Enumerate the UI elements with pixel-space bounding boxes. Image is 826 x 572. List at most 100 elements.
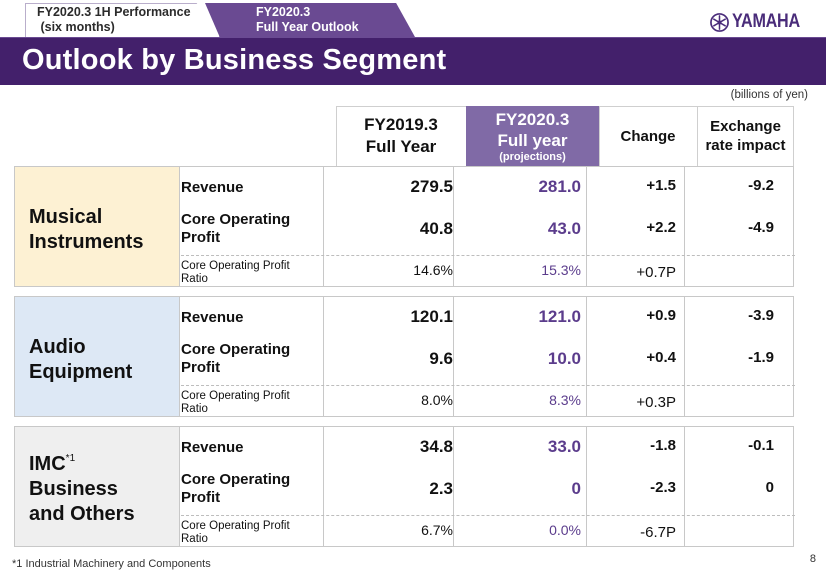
column-divider — [453, 427, 454, 546]
value-ratio-col3: +0.3P — [636, 394, 676, 411]
segment-name: Audio Equipment — [29, 329, 132, 385]
units-note: (billions of yen) — [730, 89, 808, 101]
row-label-text: Profit — [181, 359, 221, 376]
tab-1h-performance-label: FY2020.3 1H Performance (six months) — [37, 5, 191, 35]
row-label-profit-ratio: Core Operating Profit Ratio — [181, 260, 290, 286]
logo-wordmark: YAMAHA — [732, 11, 800, 32]
column-divider — [586, 427, 587, 546]
row-label-text: Revenue — [181, 309, 244, 326]
column-header-change: Change — [599, 106, 697, 166]
value-revenue-col2: 121.0 — [538, 307, 581, 326]
value-revenue-col4: -3.9 — [748, 307, 774, 324]
header-line: Full Year — [365, 137, 437, 156]
header-line: Change — [620, 127, 676, 145]
footnote-marker: *1 — [65, 453, 76, 464]
page-number: 8 — [809, 553, 816, 565]
row-label-text: Profit — [181, 229, 221, 246]
dashed-separator — [181, 255, 795, 256]
segment-name-line: Musical — [29, 205, 103, 228]
row-label-text: Core Operating Profit — [181, 260, 290, 272]
header-subline: (projections) — [499, 150, 566, 163]
row-label-text: Ratio — [181, 273, 208, 285]
tab-1h-performance[interactable] — [25, 3, 220, 37]
value-ratio-col1: 6.7% — [421, 522, 453, 538]
footnote: *1 Industrial Machinery and Components — [12, 558, 211, 570]
segment-name: IMC*1 Business and Others — [29, 446, 135, 527]
column-divider — [586, 297, 587, 416]
column-divider — [323, 167, 324, 286]
row-label-text: Core Operating — [181, 211, 291, 228]
column-divider — [684, 427, 685, 546]
column-divider — [684, 297, 685, 416]
row-label-text: Core Operating Profit — [181, 390, 290, 402]
segment-name-line: Business — [29, 478, 118, 500]
column-divider — [586, 167, 587, 286]
value-cop-col1: 9.6 — [429, 349, 453, 368]
value-ratio-col2: 0.0% — [549, 522, 581, 538]
value-revenue-col2: 281.0 — [538, 177, 581, 196]
segment-name-line: IMC — [29, 453, 66, 475]
value-cop-col1: 40.8 — [419, 219, 453, 238]
value-revenue-col4: -9.2 — [748, 177, 774, 194]
column-header-fy2019: FY2019.3 Full Year — [336, 106, 466, 166]
value-revenue-col3: +1.5 — [646, 177, 676, 194]
value-ratio-col2: 8.3% — [549, 392, 581, 408]
value-cop-col3: +0.4 — [646, 349, 676, 366]
value-ratio-col3: -6.7P — [640, 524, 676, 541]
title-bar: Outlook by Business Segment — [0, 37, 826, 85]
row-label-core-operating-profit: Core Operating Profit — [181, 211, 290, 247]
value-cop-col2: 10.0 — [547, 349, 581, 368]
segment-name-line: Instruments — [29, 230, 144, 253]
segment-block: Audio Equipment Revenue Core Operating Pro… — [14, 296, 795, 417]
row-label-text: Revenue — [181, 179, 244, 196]
header-line: FY2020.3 — [495, 109, 570, 129]
segment-name-line: and Others — [29, 503, 135, 525]
header-line: Exchange — [710, 118, 781, 135]
header-line: Full year — [497, 130, 568, 150]
value-cop-col4: -4.9 — [748, 219, 774, 236]
row-label-text: Core Operating — [181, 341, 291, 358]
tuning-forks-emblem-icon — [710, 12, 729, 32]
column-divider — [323, 297, 324, 416]
value-cop-col4: 0 — [765, 479, 774, 496]
value-cop-col1: 2.3 — [429, 479, 453, 498]
row-label-core-operating-profit: Core Operating Profit — [181, 471, 290, 507]
segment-name-cell: Audio Equipment — [15, 297, 180, 416]
value-revenue-col1: 120.1 — [410, 307, 453, 326]
column-header-exchange-impact: Exchange rate impact — [697, 106, 794, 166]
yamaha-logo: YAMAHA — [710, 11, 812, 33]
row-label-profit-ratio: Core Operating Profit Ratio — [181, 390, 290, 416]
segment-name-cell: IMC*1 Business and Others — [15, 427, 180, 546]
value-revenue-col3: -1.8 — [650, 437, 676, 454]
tab-label-line: FY2020.3 — [256, 5, 311, 19]
column-divider — [453, 297, 454, 416]
value-ratio-col2: 15.3% — [541, 262, 581, 278]
row-label-revenue: Revenue — [181, 439, 244, 457]
row-label-text: Revenue — [181, 439, 244, 456]
value-ratio-col1: 14.6% — [413, 262, 453, 278]
header-line: FY2019.3 — [364, 115, 438, 134]
row-label-revenue: Revenue — [181, 309, 244, 327]
header-line: rate impact — [705, 137, 786, 154]
header-divider — [599, 106, 600, 166]
value-revenue-col1: 279.5 — [410, 177, 453, 196]
row-label-core-operating-profit: Core Operating Profit — [181, 341, 290, 377]
row-label-text: Ratio — [181, 533, 208, 545]
value-ratio-col3: +0.7P — [636, 264, 676, 281]
value-revenue-col3: +0.9 — [646, 307, 676, 324]
row-label-text: Core Operating Profit — [181, 520, 290, 532]
row-label-text: Profit — [181, 489, 221, 506]
row-label-profit-ratio: Core Operating Profit Ratio — [181, 520, 290, 546]
value-cop-col2: 0 — [571, 479, 581, 498]
column-divider — [684, 167, 685, 286]
value-ratio-col1: 8.0% — [421, 392, 453, 408]
value-revenue-col1: 34.8 — [419, 437, 453, 456]
tab-full-year-outlook[interactable] — [205, 3, 415, 37]
row-label-text: Core Operating — [181, 471, 291, 488]
segment-name-line: Audio — [29, 335, 86, 358]
column-divider — [323, 427, 324, 546]
column-divider — [453, 167, 454, 286]
row-label-text: Ratio — [181, 403, 208, 415]
section-tab-bar: FY2020.3 1H Performance (six months) FY2… — [0, 0, 826, 38]
segment-block: IMC*1 Business and Others Revenue Core Op… — [14, 426, 795, 547]
